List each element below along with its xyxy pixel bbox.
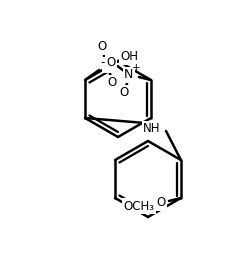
Text: S: S — [103, 58, 111, 71]
Text: O: O — [156, 197, 166, 210]
Text: O: O — [119, 87, 129, 100]
Text: OH: OH — [120, 51, 138, 64]
Text: NH: NH — [143, 122, 161, 135]
Text: OCH₃: OCH₃ — [124, 199, 154, 213]
Text: +: + — [132, 63, 140, 73]
Text: O: O — [108, 76, 117, 89]
Text: O: O — [98, 40, 107, 54]
Text: O: O — [106, 56, 115, 70]
Text: N: N — [124, 69, 134, 82]
Text: -: - — [101, 56, 105, 70]
